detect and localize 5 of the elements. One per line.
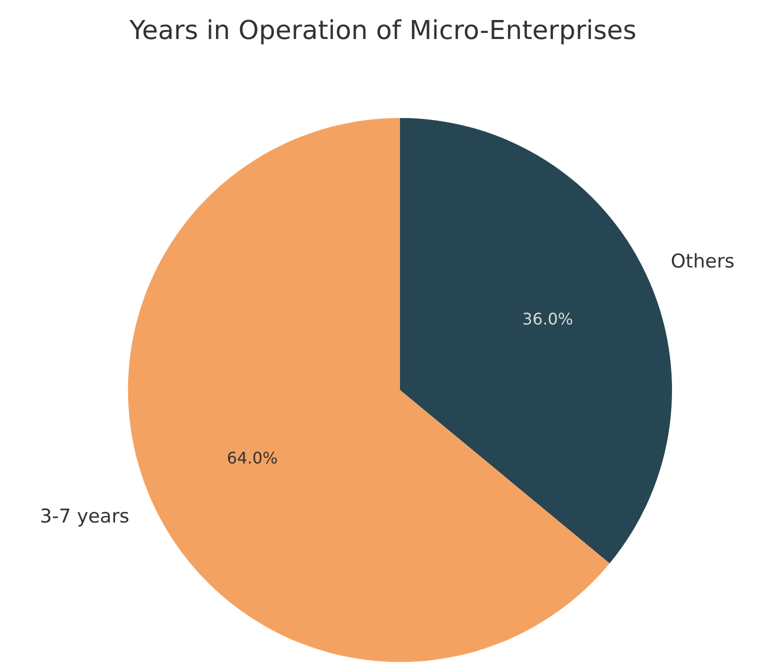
slice-label: 3-7 years xyxy=(40,505,130,528)
chart-title: Years in Operation of Micro-Enterprises xyxy=(128,16,636,46)
data-label: 36.0% xyxy=(522,310,574,329)
data-label: 64.0% xyxy=(226,448,278,468)
slice-label: Others xyxy=(670,250,735,273)
